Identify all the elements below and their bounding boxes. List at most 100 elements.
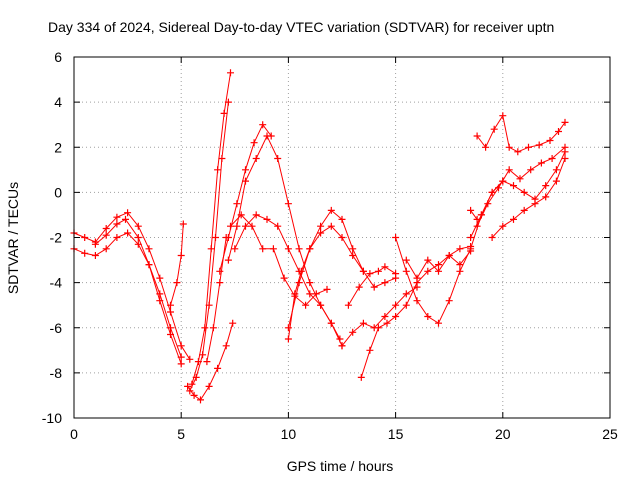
data-point: [209, 324, 217, 332]
data-point: [445, 252, 453, 259]
data-point: [242, 177, 249, 185]
data-point: [179, 220, 187, 228]
data-point: [317, 301, 325, 309]
data-point: [186, 355, 194, 363]
data-point: [124, 229, 132, 237]
data-point: [317, 229, 325, 237]
series-13: [284, 206, 400, 332]
series-line: [470, 210, 478, 220]
y-tick-label: 0: [54, 184, 62, 200]
series-14: [338, 283, 421, 350]
data-point: [488, 234, 496, 241]
data-point: [284, 200, 292, 208]
data-point: [424, 267, 432, 275]
data-point: [359, 319, 367, 327]
data-point: [402, 290, 410, 298]
x-tick-label: 25: [602, 426, 618, 442]
data-point: [233, 200, 241, 208]
series-line: [287, 209, 396, 328]
series-1: [70, 209, 194, 363]
data-point: [527, 166, 535, 174]
data-point: [467, 206, 475, 214]
data-point: [295, 245, 303, 253]
data-point: [456, 267, 464, 275]
data-point: [216, 267, 224, 275]
series-2: [91, 215, 185, 368]
data-point: [525, 143, 532, 151]
data-point: [374, 267, 382, 275]
y-axis-label: SDTVAR / TECUs: [5, 182, 21, 294]
series-line: [341, 286, 418, 347]
data-point: [156, 297, 164, 305]
data-point: [177, 252, 185, 259]
data-point: [413, 297, 421, 305]
data-point: [218, 155, 226, 162]
data-point: [113, 234, 121, 241]
data-point: [520, 206, 528, 214]
data-point: [435, 319, 442, 327]
series-line: [170, 223, 184, 306]
data-point: [306, 279, 314, 287]
y-tick-label: 2: [54, 139, 62, 155]
y-tick-label: 4: [54, 94, 62, 110]
data-point: [306, 290, 314, 298]
data-point: [531, 200, 539, 208]
data-point: [424, 256, 432, 264]
data-point: [214, 364, 222, 372]
data-point: [252, 211, 260, 219]
data-point: [242, 222, 249, 230]
series-18: [402, 247, 475, 282]
data-point: [542, 193, 550, 201]
y-tick-label: 6: [54, 49, 62, 65]
data-point: [224, 234, 232, 241]
data-point: [499, 112, 507, 120]
data-point: [227, 222, 234, 230]
data-point: [467, 247, 475, 255]
data-point: [113, 220, 121, 228]
data-point: [561, 118, 569, 126]
data-point: [122, 215, 129, 223]
data-point: [297, 267, 305, 275]
series-line: [476, 114, 566, 153]
data-point: [435, 261, 442, 269]
data-point: [552, 177, 560, 185]
data-point: [413, 274, 421, 282]
data-point: [306, 245, 314, 253]
data-point: [402, 267, 410, 275]
data-point: [199, 351, 207, 359]
data-point: [552, 166, 560, 174]
data-point: [473, 132, 481, 140]
data-point: [184, 382, 192, 390]
data-point: [167, 301, 174, 309]
data-point: [102, 245, 110, 253]
x-tick-label: 15: [388, 426, 404, 442]
data-point: [359, 267, 367, 275]
x-tick-label: 0: [70, 426, 78, 442]
data-point: [312, 290, 320, 298]
data-point: [381, 313, 389, 320]
data-point: [291, 290, 299, 298]
data-point: [134, 222, 142, 230]
y-tick-label: -8: [50, 365, 63, 381]
data-point: [207, 245, 215, 253]
data-point: [561, 155, 569, 162]
x-tick-label: 5: [177, 426, 185, 442]
x-tick-label: 10: [281, 426, 297, 442]
data-point: [156, 274, 164, 282]
series-line: [360, 246, 471, 378]
data-point: [201, 324, 209, 332]
data-point: [280, 274, 288, 282]
data-point: [263, 215, 271, 223]
data-point: [488, 188, 496, 196]
data-point: [231, 245, 239, 253]
data-point: [392, 234, 400, 241]
data-point: [91, 240, 99, 248]
data-point: [505, 166, 513, 174]
series-line: [470, 151, 566, 238]
data-point: [229, 319, 237, 327]
data-point: [186, 387, 194, 395]
data-point: [392, 301, 400, 309]
data-point: [259, 121, 267, 129]
data-point: [233, 222, 241, 230]
